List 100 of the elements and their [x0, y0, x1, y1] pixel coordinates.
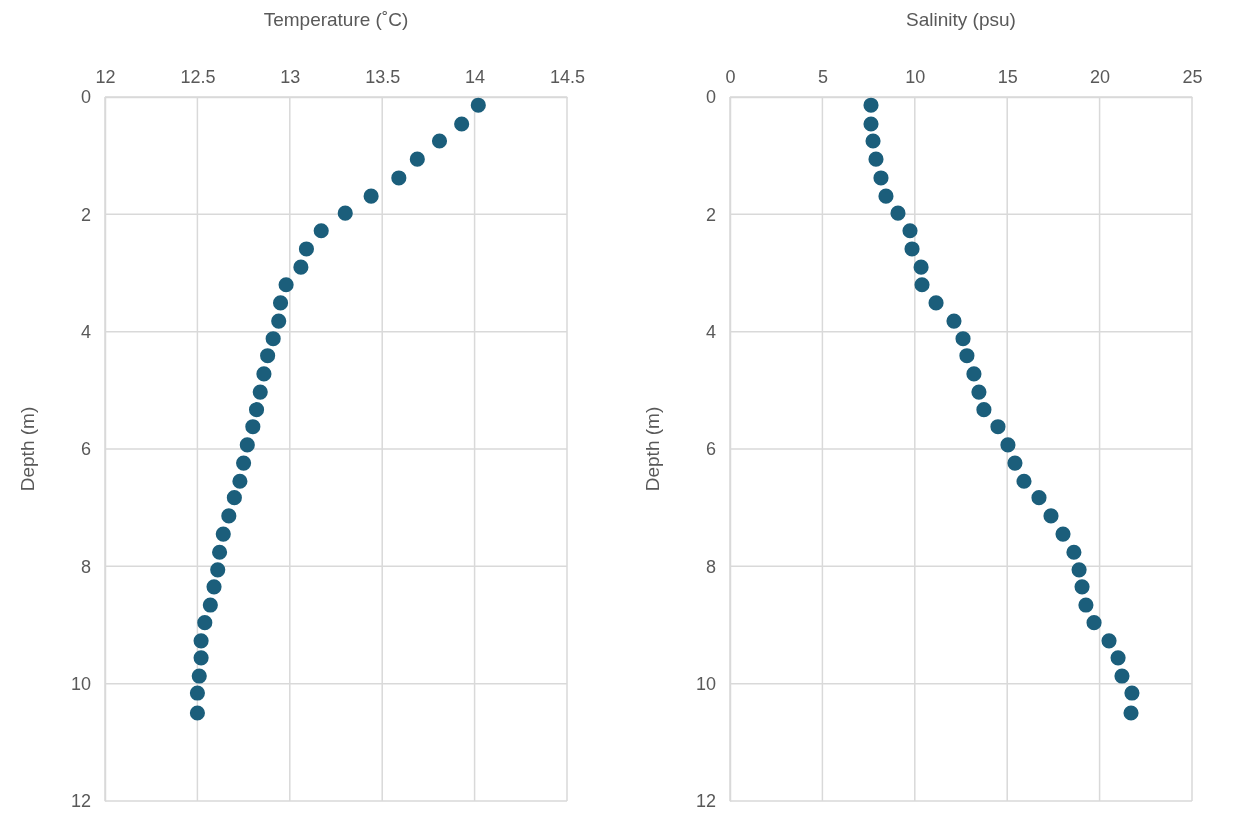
- point: [470, 97, 486, 113]
- y-tick-label: 4: [705, 321, 716, 342]
- point: [863, 97, 879, 113]
- y-tick-label: 8: [705, 556, 716, 577]
- point: [1086, 615, 1102, 631]
- point: [1124, 685, 1140, 701]
- point: [298, 241, 314, 257]
- x-tick-label: 12: [95, 67, 116, 87]
- point: [409, 151, 425, 167]
- point: [454, 116, 470, 132]
- x-tick-label: 5: [817, 67, 828, 87]
- x-tick-label: 15: [997, 67, 1018, 87]
- x-tick-label: 12.5: [180, 67, 216, 87]
- point: [313, 223, 329, 239]
- point: [1043, 508, 1059, 524]
- y-tick-label: 6: [80, 439, 91, 460]
- point: [1114, 668, 1130, 684]
- point: [189, 705, 205, 721]
- point: [1074, 579, 1090, 595]
- x-axis-title: Temperature (˚C): [263, 9, 409, 30]
- point: [1031, 490, 1047, 506]
- point: [1123, 705, 1139, 721]
- point: [1055, 526, 1071, 542]
- x-tick-label: 13.5: [365, 67, 401, 87]
- point: [902, 223, 918, 239]
- point: [890, 205, 906, 221]
- y-tick-label: 0: [705, 87, 716, 108]
- point: [1101, 633, 1117, 649]
- point: [252, 384, 268, 400]
- point: [391, 170, 407, 186]
- point: [239, 437, 255, 453]
- point: [189, 685, 205, 701]
- point: [256, 366, 272, 382]
- y-tick-label: 10: [70, 673, 91, 694]
- point: [1071, 562, 1087, 578]
- point: [272, 295, 289, 311]
- point: [1016, 473, 1032, 489]
- y-axis-title: Depth (m): [642, 406, 663, 492]
- point: [293, 259, 309, 275]
- point: [878, 188, 894, 204]
- point: [1007, 455, 1023, 471]
- point: [904, 241, 920, 257]
- x-tick-label: 14: [465, 67, 486, 87]
- point: [265, 331, 281, 347]
- point: [1078, 597, 1094, 613]
- point: [1000, 437, 1016, 453]
- y-tick-label: 2: [705, 204, 716, 225]
- y-tick-label: 12: [70, 791, 91, 812]
- x-tick-label: 25: [1182, 67, 1203, 87]
- point: [197, 615, 213, 631]
- point: [1110, 650, 1126, 666]
- point: [193, 633, 209, 649]
- x-tick-label: 13: [280, 67, 301, 87]
- point: [210, 562, 226, 578]
- y-tick-label: 10: [695, 673, 716, 694]
- point: [863, 116, 879, 132]
- point: [976, 402, 992, 418]
- point: [914, 277, 930, 293]
- point: [971, 384, 987, 400]
- x-tick-label: 10: [905, 67, 926, 87]
- y-tick-label: 0: [80, 87, 91, 108]
- point: [873, 170, 889, 186]
- x-tick-label: 0: [725, 67, 736, 87]
- point: [202, 597, 218, 613]
- point: [946, 313, 962, 329]
- point: [248, 402, 265, 418]
- point: [206, 579, 222, 595]
- point: [1066, 544, 1082, 560]
- point: [245, 419, 261, 435]
- point: [271, 313, 287, 329]
- point: [278, 277, 294, 293]
- point: [990, 419, 1006, 435]
- point: [215, 526, 231, 542]
- y-tick-label: 4: [80, 321, 91, 342]
- point: [212, 544, 228, 560]
- x-tick-label: 20: [1090, 67, 1111, 87]
- y-tick-label: 2: [80, 204, 91, 225]
- point: [868, 151, 884, 167]
- x-tick-label: 14.5: [549, 67, 586, 87]
- point: [928, 295, 944, 311]
- point: [260, 348, 276, 364]
- point: [865, 133, 881, 149]
- point: [363, 188, 379, 204]
- y-tick-label: 8: [80, 556, 91, 577]
- point: [232, 473, 248, 489]
- point: [337, 205, 353, 221]
- y-axis-title: Depth (m): [17, 406, 38, 492]
- point: [236, 455, 252, 471]
- y-tick-label: 6: [705, 439, 716, 460]
- point: [193, 650, 209, 666]
- x-axis-title: Salinity (psu): [906, 9, 1016, 30]
- point: [913, 259, 929, 275]
- point: [191, 668, 207, 684]
- point: [226, 490, 242, 506]
- y-tick-label: 12: [695, 791, 716, 812]
- point: [966, 366, 982, 382]
- point: [431, 133, 448, 149]
- point: [959, 348, 975, 364]
- point: [955, 331, 971, 347]
- point: [221, 508, 237, 524]
